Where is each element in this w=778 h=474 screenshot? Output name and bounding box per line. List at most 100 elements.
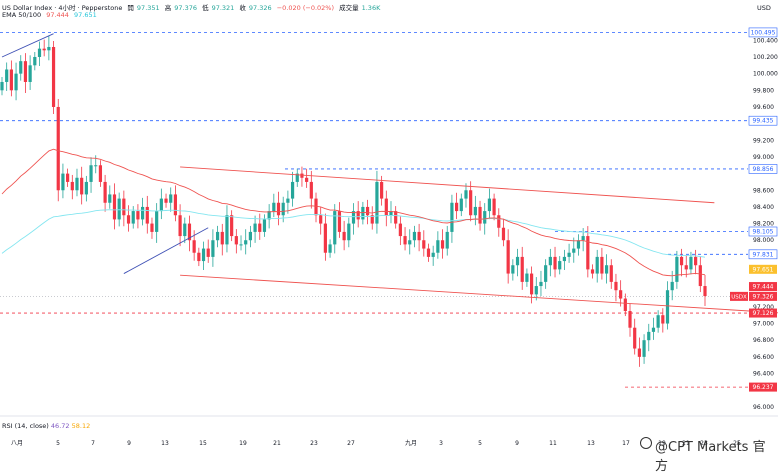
price-tag-bg [749,264,777,274]
candle-body [248,231,252,241]
candle-body [281,202,285,216]
candle-body [305,177,309,182]
candle-body [689,256,693,270]
candle-body [684,265,688,270]
candle-body [553,256,557,270]
candle-body [586,236,590,270]
candle-body [112,194,117,220]
candle-body [380,181,384,199]
candle-body [192,240,196,253]
price-tag: 97.651 [753,266,774,273]
y-tick-label: 99.800 [753,87,774,94]
candle-body [164,198,168,203]
candle-body [253,223,257,232]
candle-body [590,269,595,274]
candle-body [197,252,201,262]
close-label: 收 [239,4,246,12]
candle-body [647,331,651,341]
candle-body [272,202,276,212]
candle-body [141,206,145,220]
candle-body [694,256,698,266]
price-tag: 98.105 [753,228,774,235]
candle-body [562,256,566,262]
candle-body [178,215,182,237]
x-tick-label: 21 [273,440,281,447]
channel-upper-line [180,166,715,204]
candle-body [544,265,548,282]
candle-body [572,248,576,253]
candle-body [66,173,70,182]
candle-body [440,240,445,249]
candle-body [375,181,379,224]
candle-body [497,215,501,228]
candle-body [80,177,84,195]
x-tick-label: 9 [127,440,131,447]
candle-body [473,206,477,216]
x-tick-label: 13 [161,440,169,447]
candle-body [300,173,304,178]
price-tag: 97.831 [753,251,774,258]
ema-label: EMA 50/100 [2,11,42,19]
candle-body [319,215,323,224]
candle-body [455,202,459,212]
candle-body [258,223,262,232]
symbol-tag: USDX [731,294,747,300]
candle-body [529,273,534,295]
candle-body [637,348,641,357]
x-tick-label: 九月 [405,439,417,447]
x-tick-label: 19 [239,440,247,447]
price-chart[interactable]: USD 100.400 100.200 100.000 99.800 99.600 99.2… [0,0,778,449]
candle-body [483,211,487,224]
candle-body [56,106,60,191]
y-tick-label: 99.600 [753,104,774,111]
volume-label: 成交量 [339,4,359,12]
x-tick-label: 19 [658,440,666,447]
low-label: 低 [202,4,209,12]
candle-body [234,236,238,245]
candle-body [314,198,318,216]
candle-body [558,261,562,270]
candle-body [389,211,393,216]
candle-body [501,227,506,241]
x-tick-label: 17 [622,440,630,447]
channel-lower-line [180,274,778,314]
y-tick-label: 96.000 [753,404,774,411]
candle-body [698,265,702,287]
price-tag-bg [748,164,778,174]
price-tag: 97.326 [753,293,774,300]
x-tick-label: 23 [700,440,708,447]
x-tick-label: 25 [733,440,741,447]
x-tick-label: 13 [587,440,595,447]
candle-body [84,181,88,195]
candle-body [469,190,473,216]
candle-body [623,298,627,312]
candle-body [412,231,417,241]
candle-body [75,177,79,191]
candle-body [89,165,93,182]
candle-body [187,223,192,241]
x-tick-label: 5 [478,440,482,447]
price-tag: 98.856 [753,166,774,173]
candle-body [108,194,112,203]
chat-icon [640,437,652,449]
candle-body [230,215,234,237]
y-tick-label: 100.200 [753,54,778,61]
price-tag-bg [748,27,778,38]
open-value: 97.351 [136,4,160,12]
candle-body [145,206,149,224]
price-tag-bg [749,282,777,292]
candle-body [150,223,154,232]
price-tag-bg [748,249,778,260]
candle-body [215,231,220,241]
ema50-line [1,148,706,277]
candle-body [19,61,23,74]
candle-body [426,248,431,257]
candle-body [361,206,365,220]
candle-body [670,281,674,291]
candle-body [445,231,449,249]
price-tag-bg [749,308,777,318]
price-tag: 97.444 [753,284,774,291]
symbol-tag-bg [730,291,748,301]
candle-body [408,240,412,245]
candle-body [159,198,163,212]
